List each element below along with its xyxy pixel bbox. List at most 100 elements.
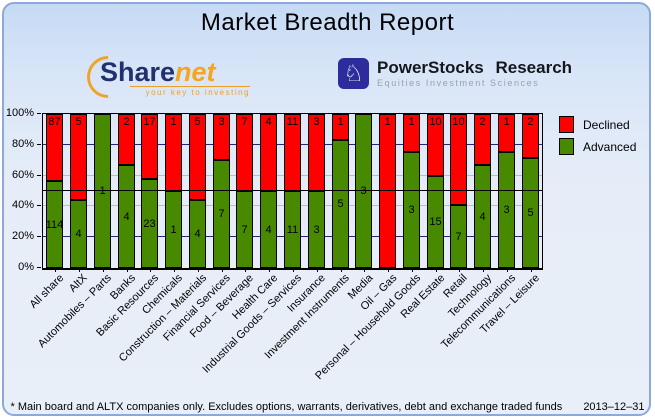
bar-segment-declined — [522, 114, 539, 158]
powerstocks-tagline: Equities Investment Sciences — [377, 78, 540, 88]
advanced-value-label: 5 — [337, 198, 344, 210]
x-tick — [269, 269, 270, 272]
bar-segment-advanced — [284, 191, 301, 268]
legend-swatch-advanced — [559, 138, 574, 155]
sharenet-wordmark: Sharenet — [100, 58, 250, 86]
bar-segment-advanced — [355, 114, 372, 268]
advanced-value-label: 1 — [170, 223, 177, 236]
y-axis-label: 80% — [11, 138, 34, 150]
y-axis-label: 0% — [18, 261, 34, 273]
legend-label-advanced: Advanced — [583, 139, 637, 154]
bar-segment-declined — [213, 114, 230, 160]
legend-item-advanced: Advanced — [559, 138, 636, 155]
declined-value-label: 1 — [408, 116, 415, 128]
advanced-value-label: 5 — [527, 207, 534, 219]
x-tick — [55, 269, 56, 272]
bar-segment-advanced — [165, 191, 182, 268]
x-tick — [341, 269, 342, 272]
x-tick — [436, 269, 437, 272]
declined-value-label: 3 — [218, 116, 225, 128]
chart-legend: Declined Advanced — [559, 116, 636, 160]
declined-value-label: 10 — [452, 116, 465, 128]
advanced-value-label: 4 — [75, 228, 82, 240]
advanced-value-label: 4 — [194, 228, 201, 240]
legend-label-declined: Declined — [583, 117, 630, 132]
advanced-value-label: 7 — [218, 208, 225, 220]
x-tick — [364, 269, 365, 272]
bar-segment-advanced — [427, 176, 444, 268]
bar-segment-advanced — [260, 191, 277, 268]
declined-value-label: 1 — [170, 116, 177, 128]
declined-value-label: 4 — [265, 116, 272, 128]
bar-segment-advanced — [213, 160, 230, 268]
advanced-value-label: 7 — [455, 230, 462, 243]
y-axis-label: 40% — [11, 199, 34, 211]
x-tick — [459, 269, 460, 272]
declined-value-label: 2 — [123, 116, 130, 128]
bar-segment-declined — [498, 114, 515, 152]
bar-segment-declined — [474, 114, 491, 165]
x-tick — [222, 269, 223, 272]
bar-segment-advanced — [308, 191, 325, 268]
bar-segment-declined — [450, 114, 467, 205]
x-tick — [483, 269, 484, 272]
powerstocks-logo: ♘ PowerStocks Research Equities Investme… — [338, 58, 572, 89]
legend-swatch-declined — [559, 116, 574, 133]
declined-value-label: 1 — [337, 116, 344, 128]
sharenet-tagline: your key to investing — [130, 86, 250, 97]
x-tick — [507, 269, 508, 272]
advanced-value-label: 4 — [123, 210, 130, 223]
bar-segment-advanced — [450, 205, 467, 268]
declined-value-label: 10 — [429, 116, 442, 128]
declined-value-label: 2 — [479, 116, 486, 128]
bar-segment-advanced — [498, 152, 515, 268]
advanced-value-label: 15 — [429, 216, 442, 228]
y-tick — [37, 267, 41, 268]
advanced-value-label: 3 — [408, 204, 415, 216]
declined-value-label: 5 — [75, 116, 82, 128]
y-tick — [37, 175, 41, 176]
y-axis-label: 20% — [11, 230, 34, 242]
footer-note: * Main board and ALTX companies only. Ex… — [10, 401, 563, 413]
x-tick — [103, 269, 104, 272]
x-tick — [127, 269, 128, 272]
page-title: Market Breadth Report — [200, 9, 455, 36]
y-tick — [37, 113, 41, 114]
declined-value-label: 1 — [503, 116, 510, 128]
plot-area: 87 114 5 4 1 2 4 17 23 1 1 5 4 3 7 7 7 4 4 11 11 3 3 1 5 3 1 1 3 10 15… — [42, 113, 543, 270]
bar-segment-advanced — [189, 200, 206, 268]
advanced-value-label: 3 — [313, 223, 320, 236]
x-tick — [412, 269, 413, 272]
legend-item-declined: Declined — [559, 116, 636, 133]
y-axis-label: 60% — [11, 169, 34, 181]
declined-value-label: 7 — [241, 116, 248, 128]
declined-value-label: 11 — [286, 116, 299, 128]
x-tick — [174, 269, 175, 272]
bar-segment-advanced — [46, 181, 63, 268]
x-tick — [245, 269, 246, 272]
sharenet-logo: Sharenet your key to investing — [78, 47, 250, 107]
bar-segment-advanced — [332, 140, 349, 268]
declined-value-label: 5 — [194, 116, 201, 128]
powerstocks-text-block: PowerStocks Research Equities Investment… — [377, 58, 572, 88]
chess-knight-icon: ♘ — [338, 58, 369, 89]
fifty-percent-line — [43, 190, 542, 191]
x-tick — [388, 269, 389, 272]
bar-segment-declined — [141, 114, 158, 179]
bar-segment-declined — [189, 114, 206, 200]
sharenet-word-net: net — [175, 57, 216, 87]
advanced-value-label: 4 — [479, 210, 486, 223]
declined-value-label: 1 — [384, 116, 391, 128]
advanced-value-label: 23 — [143, 217, 156, 230]
x-tick — [293, 269, 294, 272]
bar-segment-advanced — [522, 158, 539, 268]
bar-segment-advanced — [236, 191, 253, 268]
advanced-value-label: 3 — [503, 204, 510, 216]
bar-segment-declined — [332, 114, 349, 140]
declined-value-label: 3 — [313, 116, 320, 128]
bar-segment-advanced — [141, 179, 158, 268]
bar-segment-declined — [403, 114, 420, 152]
bar-segment-advanced — [70, 200, 87, 268]
bar-segment-declined — [427, 114, 444, 176]
bar-segment-declined — [118, 114, 135, 165]
